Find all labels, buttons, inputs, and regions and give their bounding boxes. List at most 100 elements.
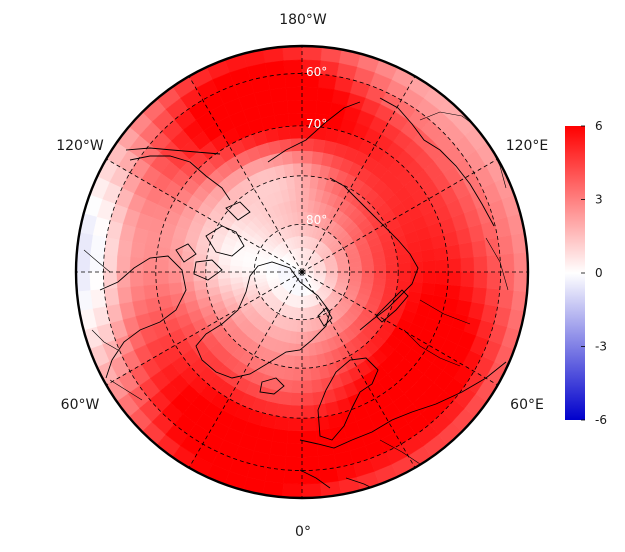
field-cell (485, 409, 511, 436)
field-cell (290, 392, 303, 406)
field-cell (121, 441, 148, 468)
field-cell (301, 175, 311, 189)
field-cell (301, 456, 320, 471)
field-cell (276, 126, 291, 141)
field-cell (130, 285, 146, 303)
parallel-80 (253, 223, 351, 321)
field-cell (293, 175, 303, 189)
field-cell (76, 373, 95, 400)
colorbar: 6 3 0 -3 -6 (565, 119, 607, 427)
field-cell (117, 286, 133, 305)
field-cell (155, 51, 183, 76)
field-cell (155, 271, 170, 285)
siberia-coast (329, 177, 419, 331)
meridian-330 (174, 271, 303, 493)
field-cell (421, 468, 449, 493)
field-cell (344, 504, 368, 523)
colorbar-tick-label: 3 (595, 193, 603, 207)
field-cell (317, 454, 337, 471)
field-cell (319, 467, 340, 484)
field-cell (373, 264, 387, 273)
field-cell (527, 184, 528, 211)
field-cell (403, 479, 430, 498)
field-cell (291, 150, 303, 165)
field-cell (313, 403, 328, 418)
field-cell (397, 271, 411, 282)
field-cell (447, 257, 462, 273)
field-cell (258, 19, 281, 36)
field-cell (269, 441, 288, 457)
field-cell (383, 46, 410, 55)
field-cell (301, 392, 314, 406)
field-cell (527, 333, 528, 360)
field-cell (420, 282, 436, 296)
field-cell (301, 46, 324, 48)
canadian-archipelago-coast (175, 201, 251, 281)
field-cell (409, 261, 424, 273)
colorbar-gradient (565, 126, 585, 420)
field-cell (397, 262, 411, 273)
novaya-zemlya-coast (375, 289, 409, 323)
field-cell (280, 378, 293, 393)
field-cell (499, 271, 515, 291)
field-cell (76, 271, 78, 294)
field-cell (541, 272, 556, 294)
canada-coast (99, 255, 187, 379)
field-cell (312, 138, 326, 154)
field-cell (49, 293, 66, 316)
colorbar-tick-label: 0 (595, 266, 603, 280)
field-cell (285, 443, 303, 458)
field-cell (76, 164, 85, 191)
chukotka-coast (267, 97, 495, 227)
field-cell (458, 285, 474, 303)
field-cell (519, 164, 528, 191)
field-cell (316, 87, 335, 103)
map-boundary (74, 44, 530, 500)
meridian-60 (301, 271, 523, 400)
field-cell (229, 265, 243, 273)
field-cell (458, 241, 474, 259)
lat-label-70: 70° (306, 117, 327, 131)
field-cell (349, 271, 362, 278)
lon-label-60w: 60°W (61, 397, 100, 413)
field-cell (156, 246, 171, 261)
field-cell (285, 86, 303, 101)
field-cell (316, 441, 335, 457)
meridian-240 (81, 144, 303, 273)
lon-label-120w: 120°W (56, 138, 104, 154)
field-cell (301, 417, 317, 432)
field-cell (323, 508, 346, 525)
field-cell (301, 46, 322, 61)
field-cell (473, 271, 488, 289)
field-cell (460, 256, 475, 273)
field-cell (434, 271, 449, 285)
field-cell (344, 21, 368, 40)
field-cell (301, 138, 314, 152)
field-cell (526, 250, 528, 273)
field-cell (456, 441, 483, 468)
field-cell (194, 489, 221, 498)
field-cell (276, 403, 291, 418)
field-cell (155, 468, 183, 493)
field-cell (76, 252, 91, 273)
field-cell (538, 228, 555, 251)
field-cell (519, 353, 528, 380)
field-cell (421, 51, 449, 76)
field-cell (180, 261, 195, 273)
field-cell (301, 367, 312, 381)
field-cell (267, 73, 287, 90)
parallel-70 (205, 175, 399, 369)
field-cell (271, 428, 289, 444)
field-cell (315, 428, 333, 444)
field-cell (264, 60, 285, 77)
field-cell (93, 409, 119, 436)
field-cell (156, 283, 171, 298)
field-cell (194, 46, 221, 55)
field-cell (509, 373, 528, 400)
field-cell (409, 271, 424, 283)
field-cell (287, 417, 303, 432)
field-cell (274, 415, 290, 431)
field-cell (526, 271, 528, 294)
field-cell (311, 151, 324, 166)
meridian-120 (301, 144, 523, 273)
